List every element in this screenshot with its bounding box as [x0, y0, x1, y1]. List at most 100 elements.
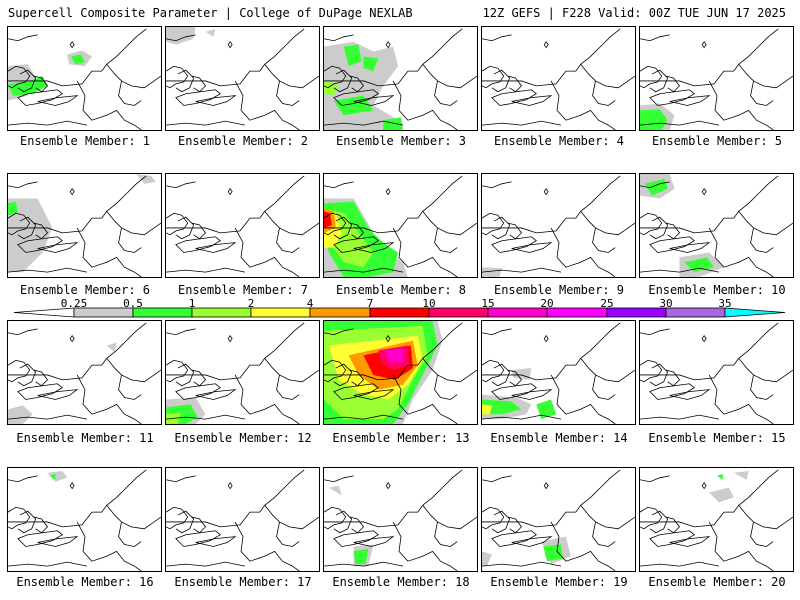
color-scale-segment	[724, 307, 786, 318]
diamond-marker-icon	[543, 335, 549, 343]
color-scale-segment	[665, 307, 726, 318]
map-boundary	[8, 267, 88, 273]
map-boundary	[276, 521, 300, 547]
map-boundary	[324, 120, 404, 126]
map-boundary	[665, 369, 681, 387]
map-boundary	[550, 80, 616, 130]
color-scale-segment	[191, 307, 252, 318]
map-boundary	[17, 510, 37, 534]
map-boundary	[17, 216, 37, 240]
chart-title: Supercell Composite Parameter | College …	[8, 6, 413, 20]
map-boundary	[640, 267, 720, 273]
diamond-marker-icon	[385, 482, 391, 490]
ensemble-member-label: Ensemble Member: 5	[651, 134, 783, 148]
scp-shading	[640, 109, 668, 130]
map-boundary	[649, 216, 669, 240]
map-boundary	[175, 69, 195, 93]
map-boundary	[640, 175, 779, 234]
map-boundary	[507, 369, 523, 387]
map-boundary	[37, 536, 79, 547]
map-boundary	[333, 216, 353, 240]
map-boundary	[166, 414, 246, 420]
color-scale-tick-label: 15	[481, 297, 495, 310]
map-boundary	[333, 363, 353, 387]
map-boundary	[580, 64, 635, 89]
map-boundary	[511, 95, 553, 106]
ensemble-member-map-1	[7, 26, 162, 131]
ensemble-member-map-5	[639, 26, 794, 131]
ensemble-member-label: Ensemble Member: 9	[493, 283, 625, 297]
map-boundary	[191, 516, 207, 534]
ensemble-member-label: Ensemble Member: 1	[19, 134, 151, 148]
map-boundary	[592, 227, 616, 253]
map-boundary	[491, 216, 511, 240]
scp-shading	[328, 485, 342, 496]
map-boundary	[175, 383, 221, 400]
map-boundary	[665, 222, 681, 240]
diamond-marker-icon	[69, 335, 75, 343]
map-boundary	[665, 516, 681, 534]
ensemble-member-map-12	[165, 320, 320, 425]
color-scale-segment	[250, 307, 311, 318]
map-boundary	[353, 389, 395, 400]
diamond-marker-icon	[701, 188, 707, 196]
diamond-marker-icon	[69, 188, 75, 196]
map-boundary	[333, 89, 379, 106]
map-boundary	[333, 510, 353, 534]
ensemble-member-label: Ensemble Member: 4	[493, 134, 625, 148]
map-boundary	[8, 328, 38, 336]
map-boundary	[17, 236, 63, 253]
ensemble-member-map-9	[481, 173, 636, 278]
map-boundary	[276, 227, 300, 253]
map-boundary	[8, 414, 88, 420]
map-boundary	[234, 80, 300, 130]
ensemble-member-map-3	[323, 26, 478, 131]
map-boundary	[118, 227, 142, 253]
map-boundary	[640, 322, 779, 381]
map-boundary	[166, 506, 189, 530]
map-boundary	[511, 536, 553, 547]
color-scale-segment	[546, 307, 608, 318]
map-boundary	[750, 374, 774, 400]
color-scale-segment	[487, 307, 548, 318]
map-boundary	[324, 561, 404, 567]
map-boundary	[8, 359, 31, 383]
map-boundary	[640, 475, 670, 483]
color-scale-segment	[309, 307, 371, 318]
map-boundary	[76, 521, 142, 571]
map-boundary	[353, 95, 395, 106]
diamond-marker-icon	[227, 482, 233, 490]
ensemble-member-map-6	[7, 173, 162, 278]
ensemble-member-label: Ensemble Member: 11	[16, 431, 154, 445]
map-boundary	[669, 536, 711, 547]
ensemble-member-label: Ensemble Member: 2	[177, 134, 309, 148]
map-boundary	[649, 510, 669, 534]
map-boundary	[234, 374, 300, 424]
map-boundary	[592, 374, 616, 400]
ensemble-member-map-16	[7, 467, 162, 572]
run-info: 12Z GEFS | F228 Valid: 00Z TUE JUN 17 20…	[482, 6, 786, 20]
diamond-marker-icon	[227, 188, 233, 196]
map-boundary	[33, 222, 49, 240]
scp-shading	[482, 399, 522, 415]
map-boundary	[482, 322, 621, 381]
map-boundary	[349, 369, 365, 387]
map-boundary	[640, 181, 670, 189]
map-boundary	[482, 469, 621, 528]
scp-shading	[324, 80, 339, 96]
map-boundary	[195, 389, 237, 400]
map-boundary	[8, 34, 38, 42]
map-boundary	[8, 28, 147, 87]
map-boundary	[17, 69, 37, 93]
map-boundary	[491, 69, 511, 93]
ensemble-member-label: Ensemble Member: 19	[490, 575, 628, 589]
map-boundary	[195, 536, 237, 547]
diamond-marker-icon	[385, 41, 391, 49]
scp-shading	[136, 174, 157, 184]
diamond-marker-icon	[701, 41, 707, 49]
scp-shading	[343, 44, 362, 67]
scp-shading	[482, 551, 492, 567]
color-scale-segment	[428, 307, 489, 318]
map-boundary	[640, 561, 720, 567]
map-boundary	[491, 89, 537, 106]
